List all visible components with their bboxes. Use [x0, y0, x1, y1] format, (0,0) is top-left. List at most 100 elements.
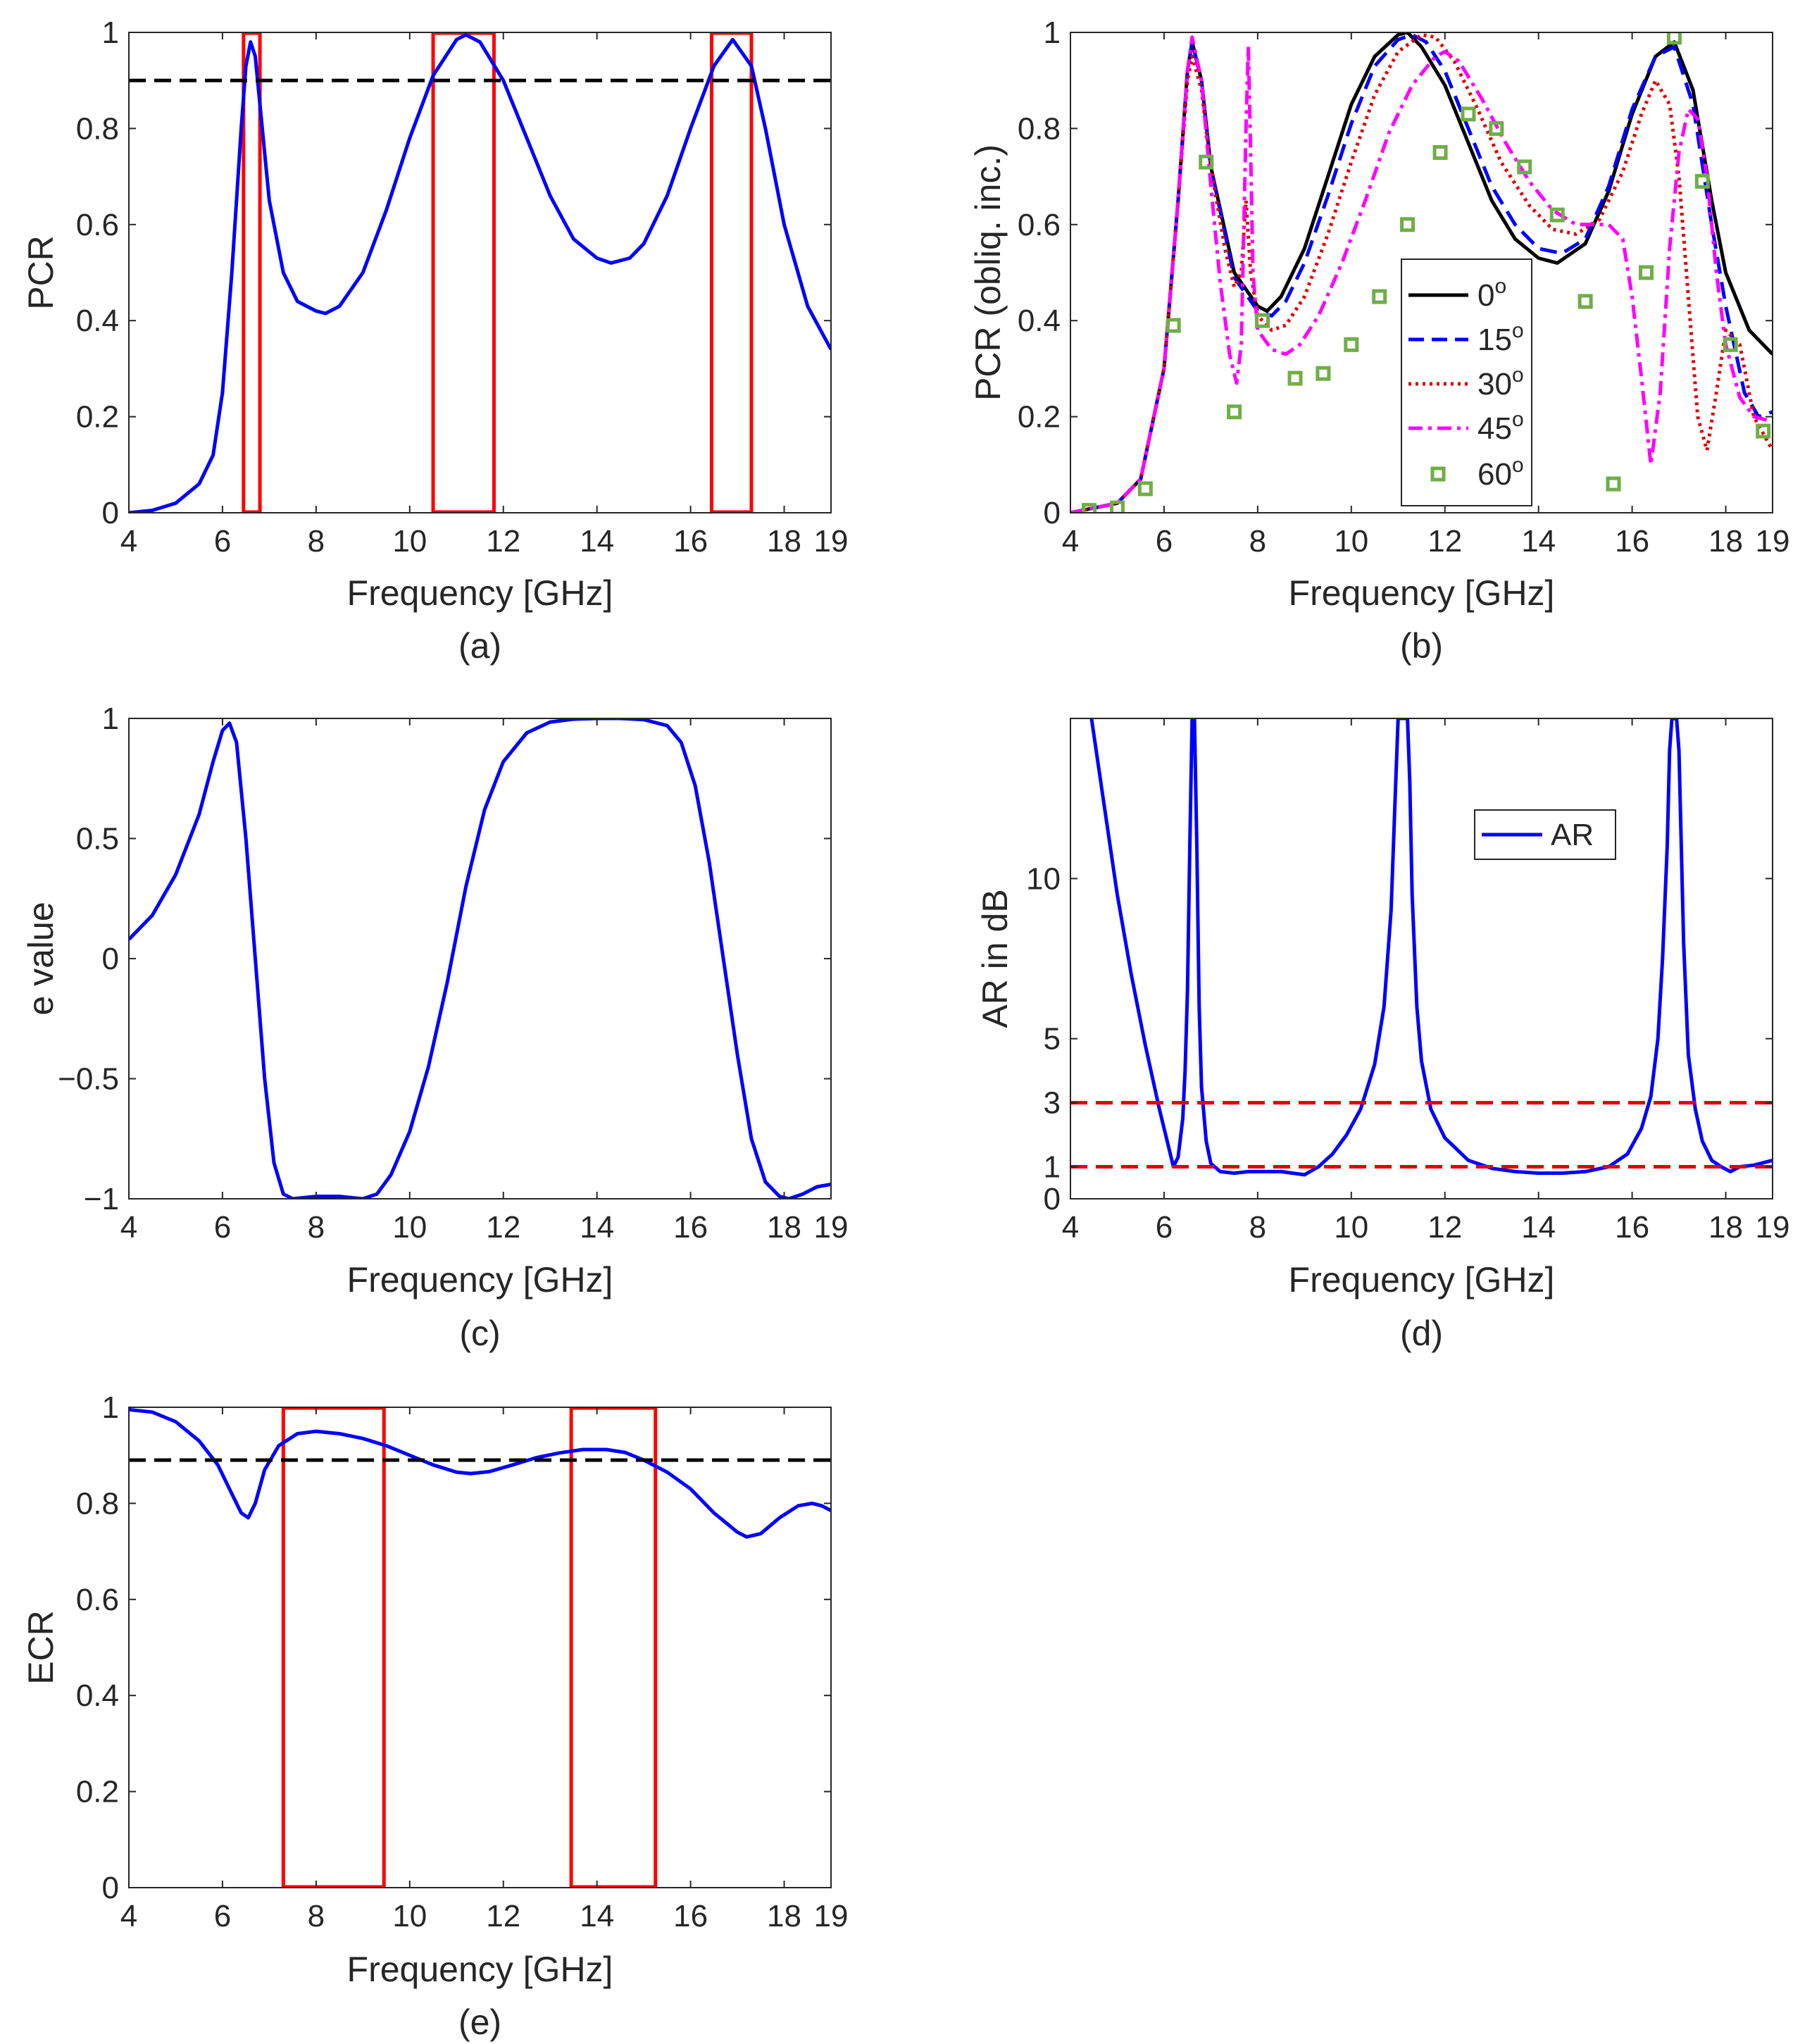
y-tick-label: −1: [84, 1182, 119, 1216]
panel-e-ticks: 4 6 8 10 12 14 16 18 19 0 0.2 0.4 0.6 0.8 1: [76, 1390, 849, 1933]
panel-e: 4 6 8 10 12 14 16 18 19 0 0.2 0.4 0.6 0.8 1 Frequency …: [21, 1390, 848, 2042]
panel-b-legend: 0o 15o 30o 45o 60o: [1401, 258, 1532, 506]
legend-label-ar: AR: [1551, 818, 1594, 852]
panel-a-axes-box: [128, 32, 832, 513]
series-0-line: [129, 718, 831, 1199]
panel-d-caption: (d): [1400, 1314, 1443, 1353]
x-tick-label: 12: [1427, 1210, 1462, 1245]
legend-label-30: 30o: [1477, 363, 1524, 401]
series-0-line: [129, 1407, 831, 1539]
panel-b-caption: (b): [1400, 626, 1443, 666]
x-tick-label: 18: [1708, 1210, 1743, 1245]
data-point: [1082, 503, 1097, 513]
x-tick-label: 6: [214, 1210, 231, 1245]
panel-e-plot-area: [129, 1407, 831, 1888]
x-tick-label: 19: [814, 1210, 849, 1245]
x-tick-label: 4: [1062, 1210, 1079, 1245]
panel-a: 4 6 8 10 12 14 16 18 19 0 0.2 0.4 0.6 0.8 1 Frequency …: [21, 15, 848, 666]
data-point: [1227, 404, 1242, 420]
legend-label-45: 45o: [1477, 408, 1524, 446]
panel-d-plot-area: [1070, 718, 1773, 1177]
data-point: [1199, 154, 1214, 170]
series-0-line: [129, 32, 831, 513]
x-tick-label: 16: [1615, 524, 1649, 559]
y-tick-label: 0: [102, 942, 119, 976]
data-point: [1287, 370, 1303, 386]
panel-d: 4 6 8 10 12 14 16 18 19 01 3 5 10 Frequency [GHz] AR…: [975, 718, 1789, 1353]
panel-a-xlabel: Frequency [GHz]: [347, 573, 613, 613]
x-tick-label: 14: [580, 1210, 614, 1245]
data-point: [1694, 173, 1710, 189]
y-tick-label: 0.4: [76, 304, 119, 338]
y-tick-label: 10: [1026, 861, 1061, 896]
panel-c-caption: (c): [459, 1314, 500, 1353]
legend-box: [1474, 809, 1616, 860]
data-point: [1372, 289, 1387, 304]
y-tick-label: 0.2: [76, 400, 119, 435]
x-tick-label: 6: [214, 524, 231, 559]
x-tick-label: 8: [1249, 1210, 1266, 1245]
x-tick-label: 8: [1249, 524, 1266, 559]
x-tick-label: 19: [1756, 524, 1790, 559]
y-tick-label: 0: [102, 496, 119, 530]
highlight-box-0: [242, 32, 262, 513]
data-point: [1344, 337, 1359, 352]
x-tick-label: 4: [120, 524, 137, 559]
panel-d-legend: AR: [1474, 809, 1616, 860]
y-tick-label: 0.8: [76, 1486, 119, 1521]
x-tick-label: 14: [580, 1899, 614, 1933]
legend-label-60: 60o: [1477, 454, 1524, 492]
highlight-box-1: [431, 32, 496, 513]
highlight-box-2: [710, 32, 754, 513]
panel-b-ylabel: PCR (obliq. inc.): [968, 144, 1008, 401]
panel-b-xlabel: Frequency [GHz]: [1289, 573, 1555, 613]
panel-c-plot-area: [129, 718, 831, 1199]
y-tick-label: 0.6: [76, 1583, 119, 1617]
x-tick-label: 6: [1156, 524, 1173, 559]
y-tick-label: 0: [1044, 496, 1061, 530]
panel-b-ticks: 4 6 8 10 12 14 16 18 19 0 0.2 0.4 0.6 0.8 1: [1018, 15, 1790, 559]
highlight-box-1: [569, 1407, 658, 1888]
y-tick-label: 0: [102, 1871, 119, 1905]
y-tick-label: 0.4: [76, 1678, 119, 1713]
data-point: [1109, 500, 1125, 513]
y-tick-label: 0.6: [76, 208, 119, 242]
panel-a-ylabel: PCR: [21, 235, 61, 310]
panel-d-ylabel: AR in dB: [975, 889, 1015, 1028]
y-tick-label: 5: [1044, 1022, 1061, 1057]
y-tick-label: 0.5: [76, 822, 119, 856]
x-tick-label: 14: [1521, 1210, 1556, 1245]
x-tick-label: 18: [1708, 524, 1743, 559]
y-tick-label: 0.8: [1018, 111, 1061, 146]
y-tick-label: 0.2: [1018, 400, 1061, 435]
series-45-line: [1070, 35, 1773, 513]
panel-e-xlabel: Frequency [GHz]: [347, 1950, 613, 1989]
x-tick-label: 16: [1615, 1210, 1649, 1245]
panel-a-ticks: 4 6 8 10 12 14 16 18 19 0 0.2 0.4 0.6 0.8 1: [76, 15, 849, 559]
panel-b-plot-area: [1070, 32, 1773, 513]
x-tick-label: 8: [308, 1899, 325, 1933]
panel-e-caption: (e): [458, 2002, 501, 2042]
panel-c: 4 6 8 10 12 14 16 18 19 −1 −0.5 0 0.5 1 Frequency [GH…: [21, 702, 848, 1353]
panel-c-ylabel: e value: [21, 902, 61, 1015]
y-tick-label: −0.5: [58, 1062, 119, 1097]
data-point: [1666, 32, 1682, 45]
legend-label-0: 0o: [1477, 275, 1506, 313]
data-point: [1255, 313, 1270, 328]
x-tick-label: 16: [673, 524, 708, 559]
data-point: [1606, 476, 1621, 492]
x-tick-label: 10: [1334, 1210, 1368, 1245]
y-tick-label: 1: [1044, 1150, 1061, 1185]
x-tick-label: 6: [1156, 1210, 1173, 1245]
y-tick-label: 0.2: [76, 1775, 119, 1809]
x-tick-label: 4: [1062, 524, 1079, 559]
panel-a-plot-area: [129, 32, 831, 513]
series-ar-line: [1089, 718, 1773, 1177]
data-point: [1166, 318, 1181, 333]
data-point: [1461, 106, 1476, 122]
x-tick-label: 18: [767, 1210, 801, 1245]
y-tick-label: 0.8: [76, 111, 119, 146]
x-tick-label: 16: [673, 1899, 708, 1933]
data-point: [1639, 265, 1654, 280]
